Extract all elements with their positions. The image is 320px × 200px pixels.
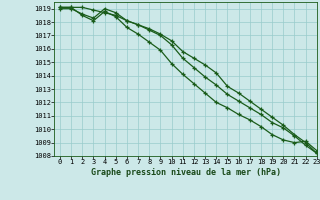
X-axis label: Graphe pression niveau de la mer (hPa): Graphe pression niveau de la mer (hPa) — [91, 168, 281, 177]
